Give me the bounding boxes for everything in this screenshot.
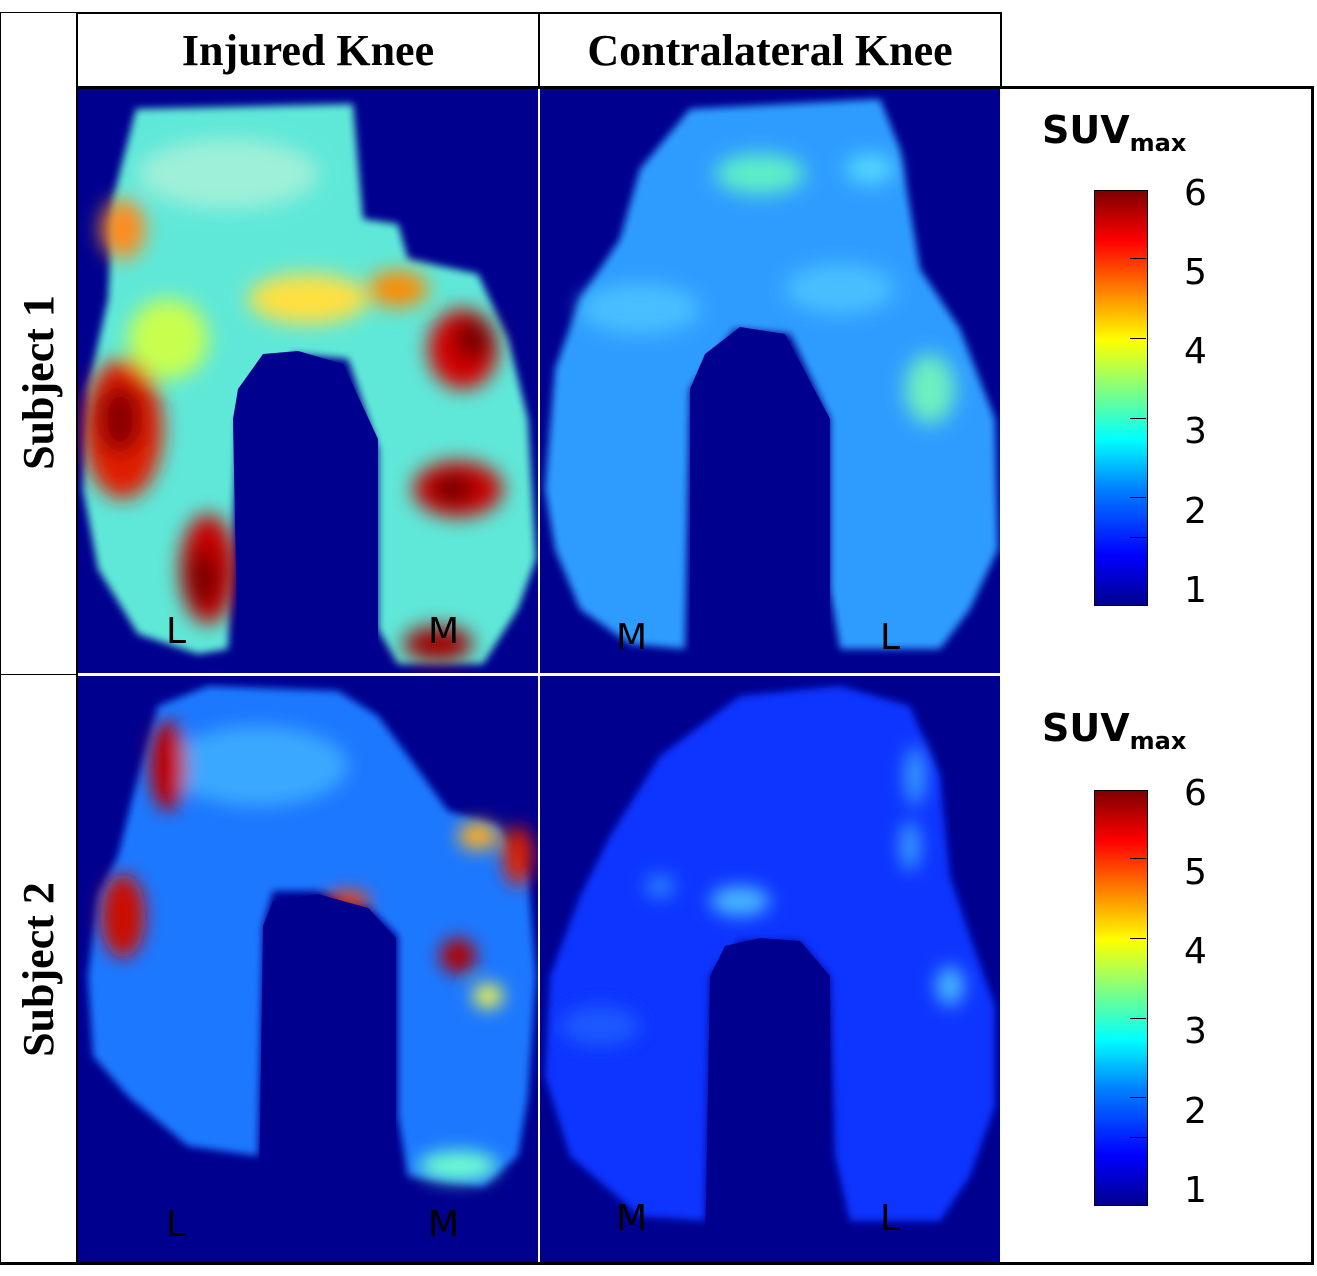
colorbar-tick-label: 1: [1184, 570, 1207, 611]
colorbar-title: SUVmax: [1042, 108, 1186, 157]
row-header-subject1-text: Subject 1: [13, 294, 63, 470]
colorbar-tick-label: 6: [1184, 173, 1207, 214]
colorbar-title: SUVmax: [1042, 706, 1186, 755]
grid-line: [1311, 86, 1314, 1264]
row-header-subject2: Subject 2: [0, 676, 76, 1262]
colorbar-title-subscript: max: [1129, 727, 1187, 755]
knee-heatmap-image: [545, 686, 995, 1262]
colorbar-tick-label: 5: [1184, 852, 1207, 893]
colorbar-tick: [1130, 1137, 1146, 1138]
grid-line: [0, 1262, 1314, 1265]
lateral-label: L: [166, 611, 187, 652]
colorbar-tick: [1130, 1097, 1146, 1098]
colorbar-tick-label: 1: [1184, 1170, 1207, 1211]
heatmap-subject1-contralateral: M L: [540, 89, 1000, 673]
colorbar-tick-label: 3: [1184, 1011, 1207, 1052]
knee-heatmap-image: [545, 99, 998, 673]
colorbar-tick-label: 6: [1184, 773, 1207, 814]
row-header-subject1: Subject 1: [0, 89, 76, 675]
colorbar-gradient: [1094, 790, 1148, 1206]
colorbar-tick-label: 2: [1184, 1091, 1207, 1132]
medial-label: M: [616, 1198, 648, 1239]
knee-heatmap-image: [83, 104, 536, 673]
colorbar-tick: [1130, 537, 1146, 538]
colorbar-title-subscript: max: [1129, 129, 1187, 157]
medial-label: M: [616, 617, 648, 658]
heatmap-subject2-contralateral: M L: [540, 676, 1000, 1262]
medial-label: M: [428, 611, 460, 652]
heatmap-subject2-injured: L M: [78, 676, 538, 1262]
medial-label: M: [428, 1204, 460, 1245]
row-header-subject2-text: Subject 2: [13, 881, 63, 1057]
colorbar-tick: [1130, 258, 1146, 259]
colorbar-tick: [1130, 858, 1146, 859]
colorbar-tick: [1130, 938, 1146, 939]
grid-line: [0, 12, 1, 1264]
colorbar-gradient: [1094, 190, 1148, 606]
colorbar-tick: [1130, 497, 1146, 498]
lateral-label: L: [166, 1204, 187, 1245]
colorbar-tick: [1130, 418, 1146, 419]
column-header-injured: Injured Knee: [181, 25, 435, 75]
colorbar-tick-label: 4: [1184, 331, 1207, 372]
colorbar-tick-label: 3: [1184, 411, 1207, 452]
heatmap-subject1-injured: L M: [78, 89, 538, 673]
grid-line: [0, 674, 76, 675]
colorbar-tick-label: 4: [1184, 931, 1207, 972]
grid-line: [76, 86, 1314, 89]
colorbar-tick-label: 5: [1184, 252, 1207, 293]
grid-line: [0, 12, 76, 13]
knee-heatmap-image: [88, 686, 536, 1262]
lateral-label: L: [880, 617, 901, 658]
lateral-label: L: [880, 1198, 901, 1239]
colorbar-tick: [1130, 1018, 1146, 1019]
colorbar-tick-label: 2: [1184, 491, 1207, 532]
colorbar-title-text: SUV: [1042, 108, 1130, 152]
grid-line: [1000, 12, 1002, 88]
colorbar-title-text: SUV: [1042, 706, 1130, 750]
colorbar-tick: [1130, 338, 1146, 339]
grid-line: [538, 12, 540, 88]
column-header-contralateral: Contralateral Knee: [587, 25, 953, 75]
grid-line: [76, 12, 78, 1264]
